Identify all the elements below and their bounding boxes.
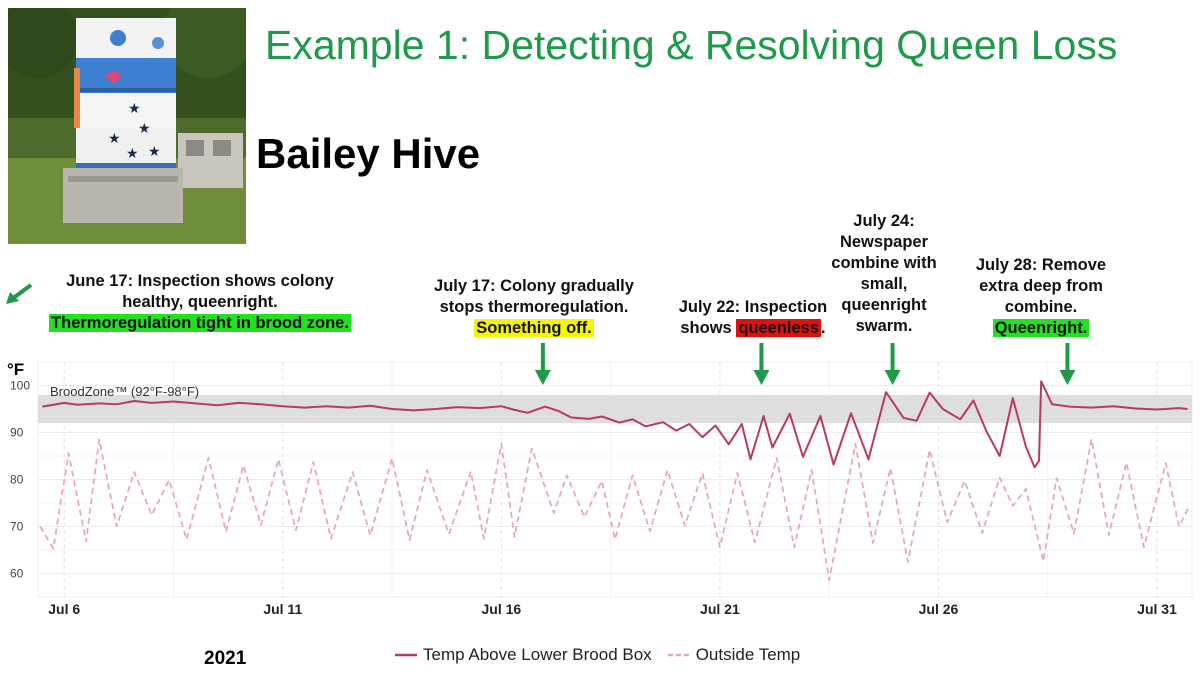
annotation-jul17: July 17: Colony gradually stops thermore… xyxy=(418,276,650,339)
year-label: 2021 xyxy=(204,648,247,669)
legend-label-brood: Temp Above Lower Brood Box xyxy=(423,645,652,664)
legend-dashed-swatch xyxy=(667,653,690,657)
annotation-jul28-line1: July 28: Remove xyxy=(975,256,1107,274)
svg-text:★: ★ xyxy=(138,121,151,137)
annotation-jul28-line3: combine. xyxy=(1004,298,1078,316)
x-tick-label: Jul 11 xyxy=(263,601,302,617)
annotation-jun17-line2: healthy, queenright. xyxy=(122,293,278,311)
arrow-down-icon xyxy=(753,370,770,385)
annotation-jun17-line1: June 17: Inspection shows colony xyxy=(66,272,334,290)
annotation-jul28-line2: extra deep from xyxy=(979,277,1103,295)
arrow-down-icon xyxy=(884,370,901,385)
hive-photo: ★ ★ ★ ★ ★ xyxy=(8,8,246,244)
chart-legend: Temp Above Lower Brood Box Outside Temp xyxy=(395,645,808,665)
legend-label-outside: Outside Temp xyxy=(695,645,801,664)
series-line-outside-temp xyxy=(39,438,1191,581)
annotation-jul28: July 28: Remove extra deep from combine.… xyxy=(960,255,1122,339)
annotation-jul17-line2: stops thermoregulation. xyxy=(439,298,629,316)
series-line-brood-temp xyxy=(42,380,1188,469)
annotation-jul22-line1: July 22: Inspection xyxy=(678,298,828,316)
annotation-jul24-line5: queenright xyxy=(841,296,927,314)
annotation-jul17-highlight: Something off. xyxy=(474,319,594,337)
annotation-jul24-line2: Newspaper xyxy=(839,233,929,251)
x-tick-label: Jul 31 xyxy=(1137,601,1177,617)
y-tick-label: 60 xyxy=(10,567,24,581)
annotation-jun17: June 17: Inspection shows colony healthy… xyxy=(20,271,380,334)
annotation-jul28-highlight: Queenright. xyxy=(992,319,1090,337)
y-unit-label: °F xyxy=(7,360,25,379)
annotation-jul22-suffix: . xyxy=(821,319,826,337)
annotation-jul24-line4: small, xyxy=(860,275,908,293)
y-tick-label: 80 xyxy=(10,473,24,487)
y-tick-label: 90 xyxy=(10,426,24,440)
legend-solid-swatch xyxy=(395,653,417,657)
annotation-jul24-line1: July 24: xyxy=(853,212,915,230)
annotation-jul22: July 22: Inspection shows queenless. xyxy=(668,297,838,339)
legend-item-brood: Temp Above Lower Brood Box xyxy=(395,645,652,665)
y-tick-label: 100 xyxy=(10,379,30,393)
brood-zone-band xyxy=(38,394,1192,424)
legend-item-outside: Outside Temp xyxy=(667,645,801,665)
arrow-down-icon xyxy=(1059,370,1076,385)
hive-name: Bailey Hive xyxy=(256,130,481,177)
svg-text:★: ★ xyxy=(126,146,139,162)
annotation-jun17-highlight: Thermoregulation tight in brood zone. xyxy=(49,314,351,332)
arrow-left-icon xyxy=(6,283,33,304)
brood-zone-label: BroodZone™ (92°F-98°F) xyxy=(50,384,199,399)
annotation-jul17-line1: July 17: Colony gradually xyxy=(434,277,634,295)
page-title: Example 1: Detecting & Resolving Queen L… xyxy=(265,22,1118,68)
svg-text:★: ★ xyxy=(148,144,161,160)
x-tick-label: Jul 6 xyxy=(48,601,80,617)
annotation-jul24-line3: combine with xyxy=(831,254,937,272)
x-tick-label: Jul 26 xyxy=(919,601,959,617)
svg-text:★: ★ xyxy=(108,131,121,147)
y-tick-label: 70 xyxy=(10,520,24,534)
annotation-jul22-highlight: queenless xyxy=(736,319,822,337)
annotation-jul24: July 24: Newspaper combine with small, q… xyxy=(816,211,952,337)
x-tick-label: Jul 16 xyxy=(481,601,521,617)
arrow-down-icon xyxy=(534,370,551,385)
annotation-jul22-prefix: shows xyxy=(680,319,737,337)
x-tick-label: Jul 21 xyxy=(700,601,740,617)
annotation-jul24-line6: swarm. xyxy=(855,317,913,335)
svg-text:★: ★ xyxy=(128,101,141,117)
